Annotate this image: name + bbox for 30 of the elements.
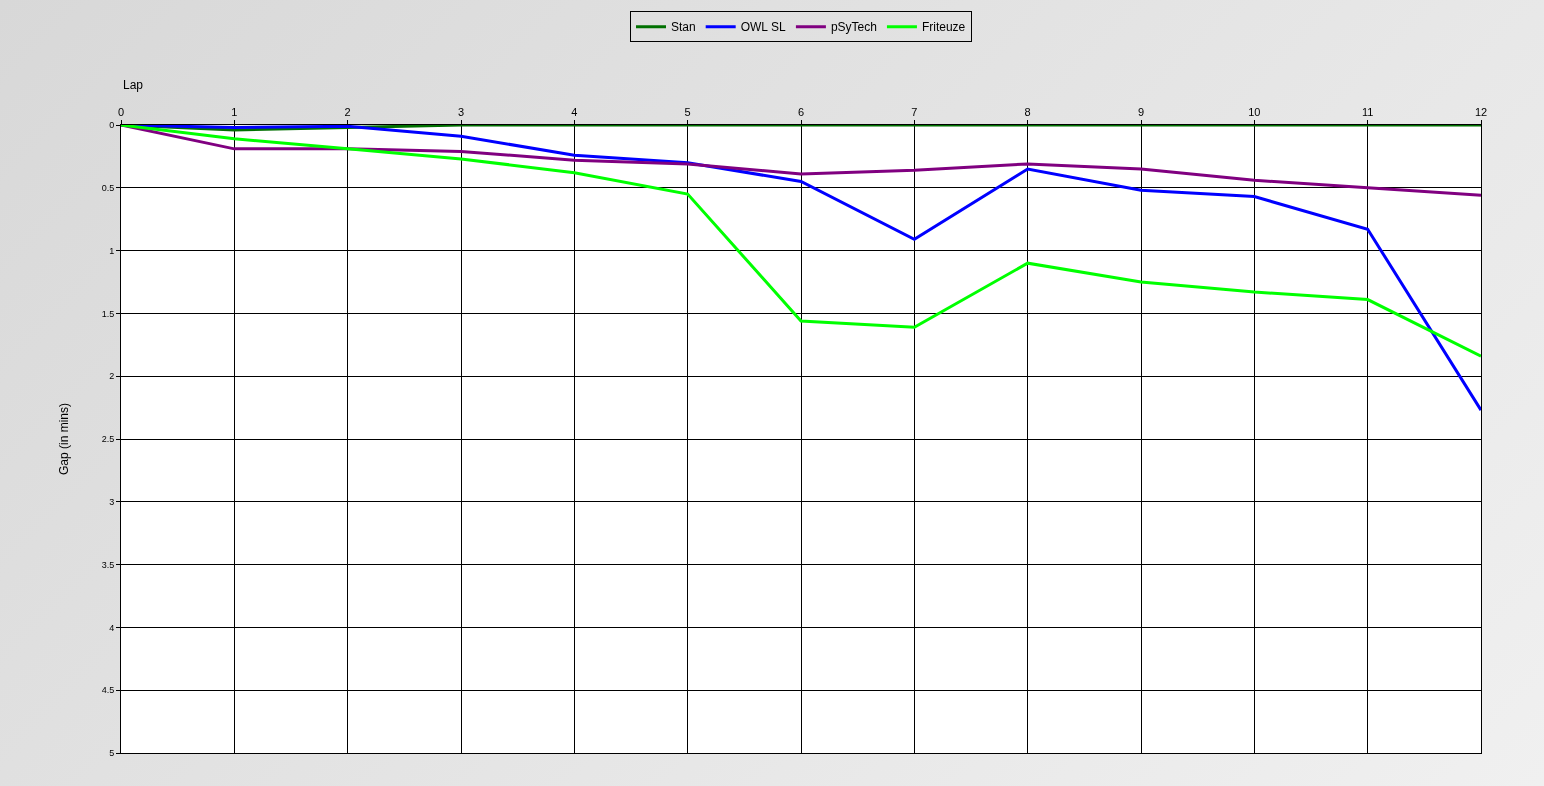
legend-label: pSyTech bbox=[830, 20, 877, 35]
y-tick-label: 2 bbox=[109, 371, 115, 382]
x-axis-title: Lap bbox=[123, 78, 144, 92]
x-tick-label: 0 bbox=[117, 105, 125, 118]
x-tick-label: 8 bbox=[1024, 105, 1031, 118]
y-tick-label: 0 bbox=[109, 120, 115, 131]
y-axis-title: Gap (in mins) bbox=[56, 402, 71, 476]
x-tick-label: 6 bbox=[797, 105, 805, 118]
y-tick-label: 1 bbox=[109, 245, 115, 256]
x-tick-label: 12 bbox=[1474, 105, 1488, 118]
x-tick-label: 1 bbox=[231, 105, 238, 118]
x-tick-label: 5 bbox=[684, 105, 691, 118]
y-tick-label: 5 bbox=[109, 748, 115, 759]
y-tick-label: 1.5 bbox=[101, 308, 115, 319]
x-tick-label: 10 bbox=[1248, 105, 1261, 118]
y-tick-label: 0.5 bbox=[101, 182, 115, 193]
legend-label: Friteuze bbox=[921, 20, 966, 35]
x-tick-label: 3 bbox=[457, 105, 465, 118]
legend-label: Stan bbox=[671, 20, 696, 35]
y-tick-label: 3 bbox=[109, 496, 115, 507]
y-tick-label: 4 bbox=[109, 622, 115, 633]
x-tick-label: 11 bbox=[1361, 105, 1374, 118]
x-tick-label: 7 bbox=[911, 105, 918, 118]
y-tick-label: 4.5 bbox=[101, 685, 115, 696]
y-tick-label: 3.5 bbox=[101, 559, 115, 570]
x-tick-label: 2 bbox=[344, 105, 351, 118]
x-tick-label: 9 bbox=[1137, 105, 1145, 118]
y-tick-label: 2.5 bbox=[101, 434, 115, 445]
legend-label: OWL SL bbox=[740, 20, 786, 35]
x-tick-label: 4 bbox=[571, 105, 578, 118]
